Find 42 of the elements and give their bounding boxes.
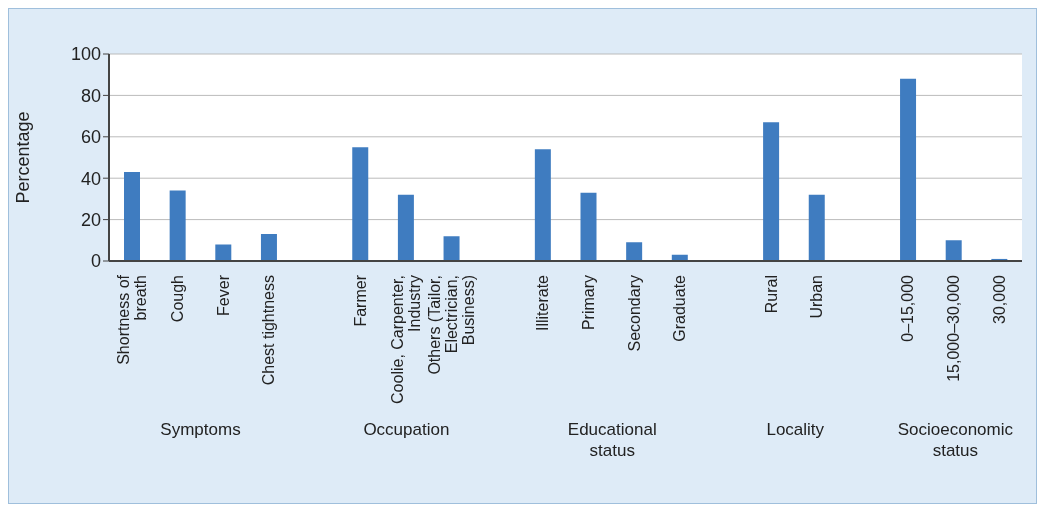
y-tick-label: 100 bbox=[70, 44, 101, 65]
text: Symptoms bbox=[159, 419, 242, 440]
x-tick-label: Chest tightness bbox=[260, 275, 278, 386]
x-tick-label: Farmer bbox=[351, 274, 369, 327]
bar bbox=[443, 236, 460, 261]
x-tick-label: Secondary bbox=[625, 275, 643, 352]
y-axis-title: Percentage bbox=[13, 111, 34, 204]
x-tick-label: Illiterate bbox=[534, 274, 552, 332]
y-tick-label: 0 bbox=[90, 251, 101, 272]
x-tick-label: Shortness of breath bbox=[114, 274, 149, 365]
x-tick-label: Cough bbox=[169, 275, 187, 323]
x-tick-label: 0–15,000 bbox=[899, 274, 917, 342]
bar bbox=[397, 194, 414, 261]
bar bbox=[534, 149, 551, 261]
bar bbox=[124, 171, 140, 261]
x-tick-label: Coolie, Carpenter, Industry bbox=[388, 275, 423, 404]
x-tick-label: Rural bbox=[762, 275, 780, 314]
bar bbox=[763, 122, 780, 261]
bar bbox=[808, 194, 825, 261]
x-tick-label: Fever bbox=[214, 274, 232, 316]
y-tick-label: 60 bbox=[80, 127, 101, 148]
bar bbox=[580, 192, 597, 261]
text: Socioeconomic status bbox=[896, 419, 1014, 461]
x-tick-label: Graduate bbox=[671, 274, 689, 342]
bar bbox=[900, 78, 917, 261]
x-tick-label: 15,000–30,000 bbox=[945, 274, 963, 382]
text: Educational status bbox=[566, 419, 658, 461]
x-tick-label: Primary bbox=[579, 275, 597, 331]
y-tick-label: 20 bbox=[80, 209, 101, 230]
x-tick-label: Others (Tailor, Electrician, Business) bbox=[425, 275, 477, 375]
bar bbox=[352, 147, 369, 261]
bar bbox=[169, 190, 186, 261]
text: Locality bbox=[765, 419, 826, 440]
bar bbox=[260, 234, 277, 261]
bar bbox=[626, 242, 643, 261]
x-tick-label: 30,000 bbox=[990, 274, 1008, 324]
x-tick-label: Urban bbox=[808, 275, 826, 319]
bar bbox=[945, 240, 962, 261]
y-tick-label: 80 bbox=[80, 85, 101, 106]
text: Occupation bbox=[362, 419, 451, 440]
bar bbox=[215, 244, 232, 261]
y-tick-label: 40 bbox=[80, 168, 101, 189]
